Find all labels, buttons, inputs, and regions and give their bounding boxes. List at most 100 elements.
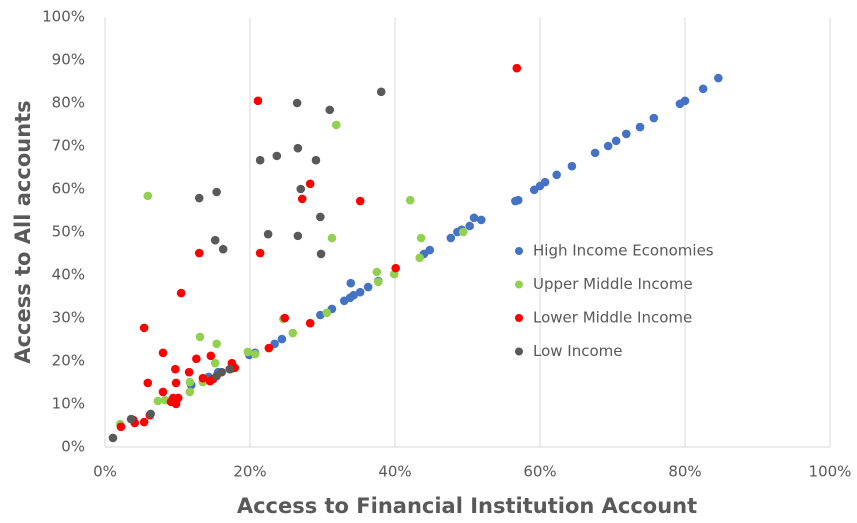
legend-label: Low Income — [533, 342, 623, 360]
point — [346, 278, 356, 288]
x-tick-label: 100% — [809, 463, 852, 481]
point — [173, 393, 183, 403]
point — [376, 87, 386, 97]
point — [210, 235, 220, 245]
point — [322, 308, 332, 318]
point — [297, 194, 307, 204]
point — [185, 387, 195, 397]
point — [405, 195, 415, 205]
point — [355, 287, 365, 297]
y-tick-label: 60% — [52, 180, 85, 198]
legend-label: Lower Middle Income — [533, 309, 692, 327]
point — [327, 233, 337, 243]
point — [296, 184, 306, 194]
point — [316, 212, 325, 222]
point — [166, 397, 176, 407]
x-tick-label: 60% — [523, 463, 556, 481]
point — [621, 129, 631, 139]
point — [675, 99, 685, 109]
point — [272, 151, 282, 161]
point — [243, 347, 253, 357]
legend-label: Upper Middle Income — [533, 275, 693, 293]
point — [363, 282, 373, 292]
x-axis-title: Access to Financial Institution Account — [237, 494, 697, 518]
point — [255, 155, 265, 165]
point — [446, 233, 456, 243]
point — [212, 371, 221, 381]
point — [212, 187, 221, 197]
point — [192, 354, 201, 364]
point — [171, 378, 181, 388]
point — [325, 105, 335, 115]
point — [153, 396, 163, 406]
point — [293, 231, 303, 241]
point — [465, 221, 474, 231]
legend-swatch — [515, 247, 523, 255]
y-tick-label: 10% — [52, 395, 85, 413]
legend-label: High Income Economies — [533, 242, 714, 260]
point — [184, 367, 194, 377]
x-tick-label: 80% — [668, 463, 701, 481]
legend-swatch — [515, 347, 523, 356]
point — [143, 378, 153, 388]
point — [277, 334, 287, 344]
y-tick-label: 80% — [52, 94, 85, 112]
y-tick-label: 90% — [52, 51, 85, 69]
point — [210, 358, 220, 368]
x-tick-label: 40% — [378, 463, 411, 481]
point — [198, 373, 208, 383]
point — [511, 196, 520, 206]
point — [171, 364, 180, 374]
point — [476, 215, 486, 225]
y-tick-label: 30% — [52, 309, 85, 327]
point — [331, 120, 341, 130]
point — [391, 263, 401, 273]
point — [253, 96, 263, 106]
point — [698, 84, 708, 94]
y-tick-label: 40% — [52, 266, 85, 284]
point — [264, 343, 274, 353]
point — [280, 313, 290, 323]
y-tick-label: 100% — [42, 8, 85, 26]
y-axis-title: Access to All accounts — [11, 100, 35, 363]
point — [339, 296, 349, 306]
point — [714, 73, 723, 83]
point — [143, 191, 153, 201]
point — [316, 249, 326, 259]
point — [126, 414, 136, 424]
point — [195, 332, 205, 342]
point — [158, 348, 168, 358]
point — [316, 310, 325, 320]
point — [139, 417, 149, 427]
point — [635, 122, 645, 132]
legend-swatch — [515, 314, 523, 322]
point — [212, 339, 221, 349]
point — [288, 328, 298, 338]
point — [293, 143, 303, 153]
y-tick-label: 20% — [52, 352, 85, 370]
point — [255, 248, 265, 258]
point — [218, 244, 228, 254]
y-tick-label: 0% — [61, 438, 85, 456]
point — [225, 364, 234, 374]
point — [146, 409, 155, 419]
point — [590, 148, 600, 158]
point — [158, 387, 168, 397]
point — [512, 63, 522, 73]
y-tick-label: 50% — [52, 223, 85, 241]
point — [116, 422, 126, 432]
point — [374, 277, 383, 287]
point — [108, 433, 118, 443]
legend-swatch — [515, 280, 523, 289]
point — [415, 253, 424, 263]
point — [139, 323, 149, 333]
point — [206, 351, 216, 361]
point — [305, 179, 315, 189]
point — [250, 349, 260, 359]
point — [292, 98, 302, 108]
point — [176, 288, 186, 298]
point — [311, 155, 321, 165]
point — [416, 233, 426, 243]
point — [185, 377, 195, 387]
